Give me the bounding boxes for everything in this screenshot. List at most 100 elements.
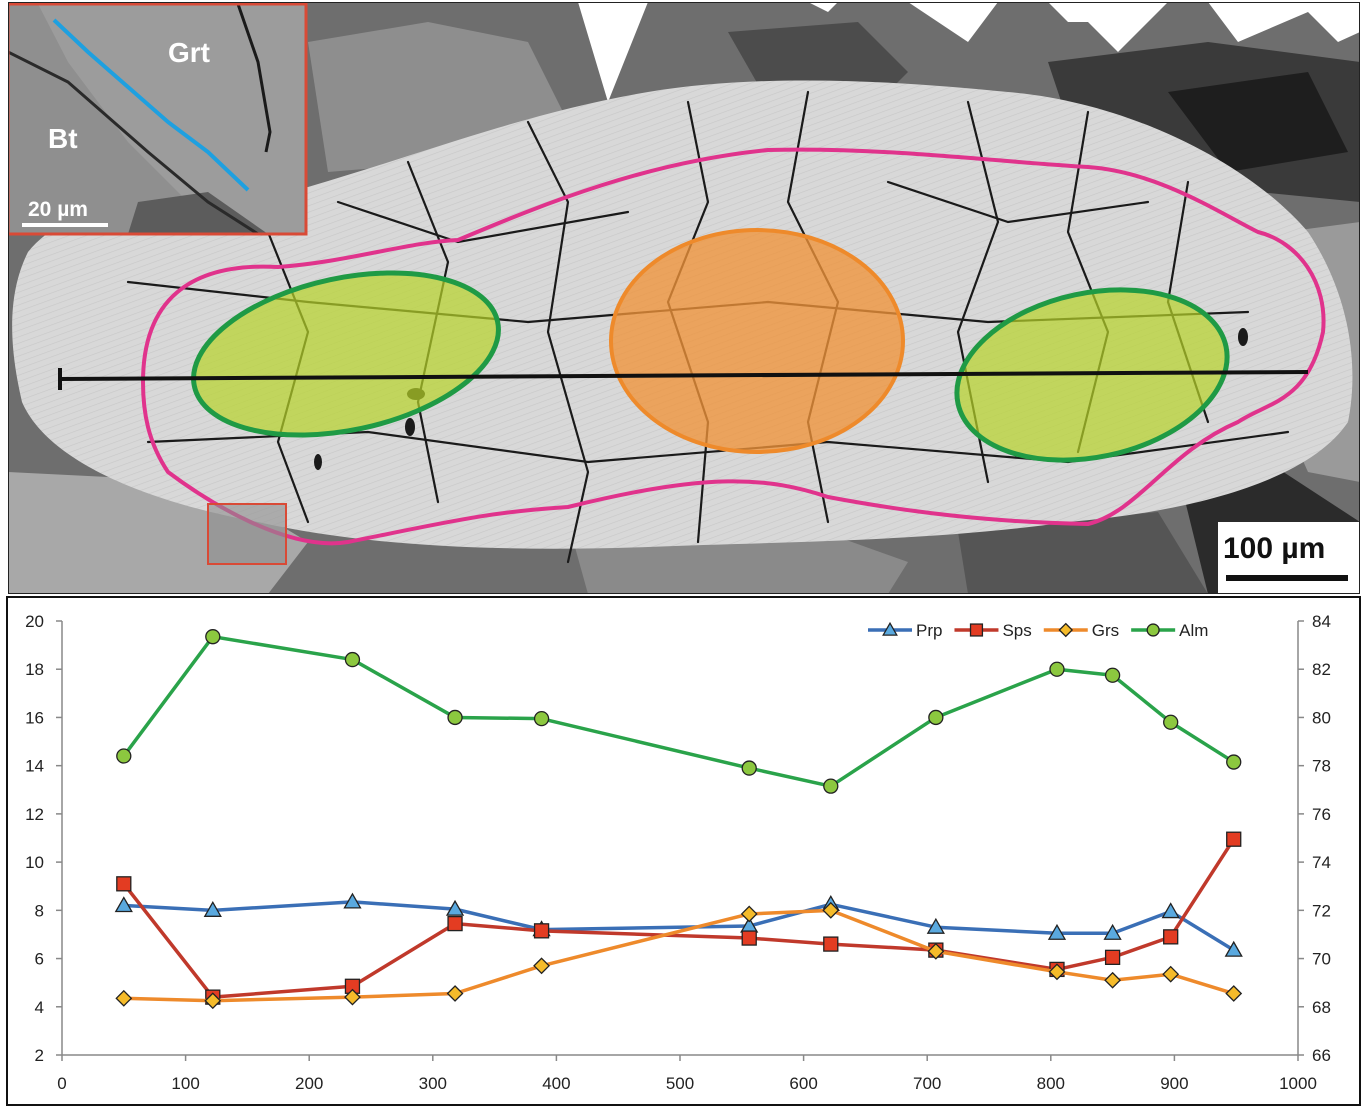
data-point-alm: [533, 711, 550, 727]
y-tick-label-right: 72: [1312, 901, 1331, 920]
data-point-sps: [116, 876, 132, 892]
series-line-alm: [122, 634, 1235, 788]
data-point-alm: [1049, 661, 1065, 677]
data-point-alm: [116, 748, 132, 764]
data-point-grs: [822, 901, 840, 919]
data-point-prp: [203, 901, 222, 917]
data-point-prp: [445, 899, 465, 916]
x-tick-label: 500: [666, 1074, 694, 1093]
legend-item-grs: Grs: [1043, 621, 1119, 640]
legend-label-alm: Alm: [1179, 621, 1208, 640]
x-tick-label: 400: [542, 1074, 570, 1093]
data-point-sps: [1163, 929, 1179, 945]
data-point-prp: [1047, 923, 1067, 940]
inset-panel: Grt Bt 20 µm: [8, 2, 308, 236]
inset-scale-label: 20 µm: [28, 198, 88, 221]
series-alm: [116, 629, 1242, 794]
main-scale-label: 100 µm: [1223, 532, 1325, 565]
data-point-grs: [740, 905, 758, 923]
chart-series: [114, 629, 1243, 1010]
x-tick-label: 600: [789, 1074, 817, 1093]
series-line-prp: [123, 900, 1235, 952]
y-tick-label-right: 80: [1312, 708, 1331, 727]
stitch-gap: [308, 2, 1360, 102]
data-point-prp: [1161, 902, 1180, 919]
data-point-alm: [1226, 754, 1242, 770]
data-point-alm: [823, 778, 839, 794]
legend-swatch-marker-grs: [1058, 622, 1074, 638]
legend-item-sps: Sps: [954, 621, 1032, 640]
legend-item-prp: Prp: [868, 621, 942, 640]
data-point-sps: [823, 936, 839, 952]
data-point-grs: [927, 942, 945, 960]
data-point-grs: [446, 985, 464, 1002]
x-tick-label: 300: [419, 1074, 447, 1093]
y-tick-label-left: 16: [25, 708, 44, 727]
inset-label-garnet: Grt: [168, 37, 210, 68]
data-point-grs: [204, 992, 222, 1010]
y-tick-label-right: 74: [1312, 853, 1331, 872]
data-point-grs: [1104, 971, 1122, 989]
data-point-alm: [344, 651, 361, 668]
y-tick-label-right: 70: [1312, 950, 1331, 969]
mantle-zone-left: [191, 270, 501, 438]
data-point-prp: [343, 892, 362, 909]
data-point-prp: [114, 896, 133, 913]
data-point-sps: [741, 930, 757, 946]
y-tick-label-right: 78: [1312, 757, 1331, 776]
x-tick-label: 200: [295, 1074, 323, 1093]
grain-patch: [958, 512, 1208, 594]
y-tick-label-left: 14: [25, 757, 44, 776]
y-tick-label-right: 82: [1312, 660, 1331, 679]
y-tick-label-left: 20: [25, 612, 44, 631]
legend-swatch-marker-prp: [882, 621, 898, 636]
data-point-sps: [1226, 831, 1242, 847]
y-tick-label-right: 68: [1312, 998, 1331, 1017]
series-sps: [116, 831, 1242, 1005]
data-point-grs: [1225, 985, 1243, 1002]
chart-legend: Prp Sps Grs Alm: [868, 621, 1208, 640]
data-point-alm: [1163, 714, 1179, 730]
data-point-grs: [533, 957, 550, 975]
x-tick-label: 100: [171, 1074, 199, 1093]
y-tick-label-left: 4: [35, 998, 44, 1017]
data-point-alm: [205, 629, 221, 645]
legend-label-grs: Grs: [1092, 621, 1119, 640]
data-point-sps: [447, 915, 463, 932]
y-tick-label-left: 12: [25, 805, 44, 824]
chart-frame: [6, 596, 1361, 1106]
data-point-grs: [344, 988, 361, 1006]
data-point-prp: [1224, 940, 1243, 957]
traverse-line: [59, 370, 1309, 381]
data-point-alm: [1104, 667, 1121, 683]
inset-contact-line: [52, 18, 250, 192]
legend-item-alm: Alm: [1131, 621, 1208, 640]
chart-axes: 0 100 200 300 400 500 600 700 800 900 100024681012…: [25, 612, 1331, 1093]
core-zone: [609, 228, 905, 454]
data-point-alm: [741, 760, 757, 776]
legend-swatch-marker-alm: [1146, 623, 1160, 637]
y-tick-label-left: 10: [25, 853, 44, 872]
garnet-rim-outline: [140, 147, 1326, 546]
composition-profile-chart: 0 100 200 300 400 500 600 700 800 900 100024681012…: [6, 596, 1361, 1106]
legend-label-prp: Prp: [916, 621, 942, 640]
series-grs: [115, 901, 1243, 1010]
inset-label-biotite: Bt: [48, 123, 78, 154]
y-tick-label-right: 84: [1312, 612, 1331, 631]
x-tick-label: 800: [1037, 1074, 1065, 1093]
data-point-prp: [926, 917, 945, 934]
data-point-alm: [928, 709, 944, 726]
data-point-grs: [115, 989, 133, 1007]
x-tick-label: 1000: [1279, 1074, 1317, 1093]
legend-label-sps: Sps: [1002, 621, 1031, 640]
data-point-prp: [1103, 923, 1122, 940]
data-point-sps: [1104, 949, 1121, 966]
data-point-sps: [533, 923, 550, 939]
y-tick-label-right: 76: [1312, 805, 1331, 824]
data-point-grs: [1048, 963, 1066, 981]
data-point-alm: [447, 709, 463, 726]
y-tick-label-left: 18: [25, 660, 44, 679]
bse-micrograph: Grt Bt 20 µm 100 µm: [8, 2, 1360, 594]
data-point-grs: [1162, 965, 1180, 983]
